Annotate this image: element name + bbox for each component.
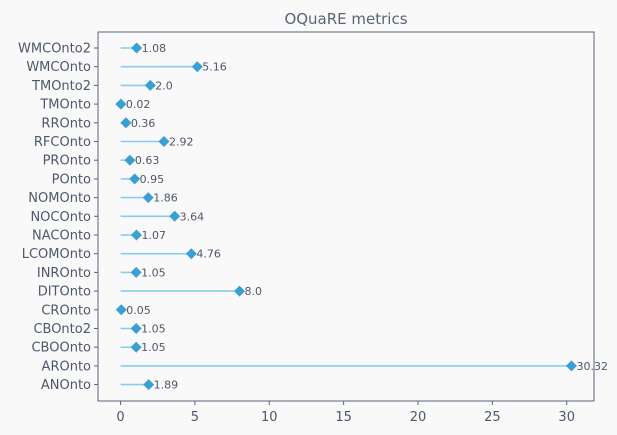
data-label: 1.08 (142, 42, 167, 55)
data-point-marker (169, 210, 181, 222)
data-label: 1.05 (141, 323, 166, 336)
y-tick-label: POnto (52, 172, 91, 187)
data-label: 0.05 (126, 304, 150, 317)
x-tick-label: 30 (558, 410, 575, 425)
data-point-marker (130, 229, 142, 241)
y-tick-label: WMCOnto2 (18, 42, 91, 57)
x-tick-label: 20 (410, 410, 427, 425)
data-label: 1.89 (154, 379, 179, 392)
data-point-marker (124, 154, 136, 166)
data-point-marker (115, 304, 127, 316)
chart-title: OQuaRE metrics (284, 10, 407, 28)
data-label: 1.05 (141, 266, 166, 279)
data-point-marker (142, 192, 154, 204)
x-tick-label: 5 (191, 410, 199, 425)
data-label: 0.95 (140, 173, 165, 186)
y-tick-label: RROnto (41, 116, 91, 131)
data-point-marker (129, 173, 141, 185)
y-axis: WMCOnto2 WMCOnto TMOnto2 TMOnto RROnto RFCOnt… (18, 42, 98, 393)
data-point-marker (130, 341, 142, 353)
data-point-marker (144, 79, 156, 91)
data-label: 4.76 (196, 248, 221, 261)
data-label: 2.92 (169, 136, 194, 149)
y-tick-label: RFCOnto (34, 135, 91, 150)
markers (115, 42, 577, 391)
data-point-marker (158, 136, 170, 147)
data-label: 5.16 (202, 61, 227, 74)
x-axis: 0 5 10 15 20 25 30 (116, 401, 575, 425)
y-tick-label: NOCOnto (30, 210, 91, 225)
x-tick-label: 0 (116, 410, 124, 425)
x-tick-label: 15 (335, 410, 352, 425)
y-tick-label: NACOnto (32, 229, 91, 244)
data-point-marker (130, 323, 142, 334)
y-tick-label: DITOnto (38, 285, 91, 300)
data-point-marker (143, 379, 155, 391)
y-tick-label: CBOnto2 (33, 322, 91, 337)
y-tick-label: TMOnto (39, 98, 91, 113)
data-label: 3.64 (180, 210, 205, 223)
data-point-marker (115, 98, 127, 110)
y-tick-label: NOMOnto (28, 191, 91, 206)
y-tick-label: CROnto (41, 303, 91, 318)
x-tick-label: 10 (261, 410, 278, 425)
data-point-marker (131, 42, 143, 54)
data-point-marker (191, 61, 203, 73)
data-point-marker (130, 266, 142, 278)
y-tick-label: TMOnto2 (31, 79, 91, 94)
stems (120, 47, 572, 386)
data-point-marker (565, 360, 577, 372)
data-label: 1.05 (141, 341, 166, 354)
data-label: 1.07 (141, 229, 166, 242)
data-label: 0.02 (126, 98, 151, 111)
y-tick-label: INROnto (37, 266, 91, 281)
y-tick-label: CBOOnto (31, 341, 91, 356)
y-tick-label: ANOnto (41, 378, 91, 393)
y-tick-label: AROnto (42, 359, 91, 374)
data-point-marker (120, 117, 132, 129)
value-labels: 1.08 5.16 2.0 0.02 0.36 2.92 0.63 0.95 1.863.64 1… (126, 42, 608, 392)
data-label: 0.63 (135, 154, 160, 167)
data-point-marker (234, 285, 246, 297)
y-tick-label: PROnto (43, 154, 91, 169)
y-tick-label: LCOMOnto (22, 247, 91, 262)
data-label: 30.32 (576, 360, 608, 373)
y-tick-label: WMCOnto (26, 60, 91, 75)
data-label: 1.86 (153, 192, 178, 205)
data-label: 2.0 (155, 79, 173, 92)
data-point-marker (185, 248, 197, 260)
x-tick-label: 25 (484, 410, 501, 425)
data-label: 0.36 (131, 117, 156, 130)
data-label: 8.0 (245, 285, 263, 298)
